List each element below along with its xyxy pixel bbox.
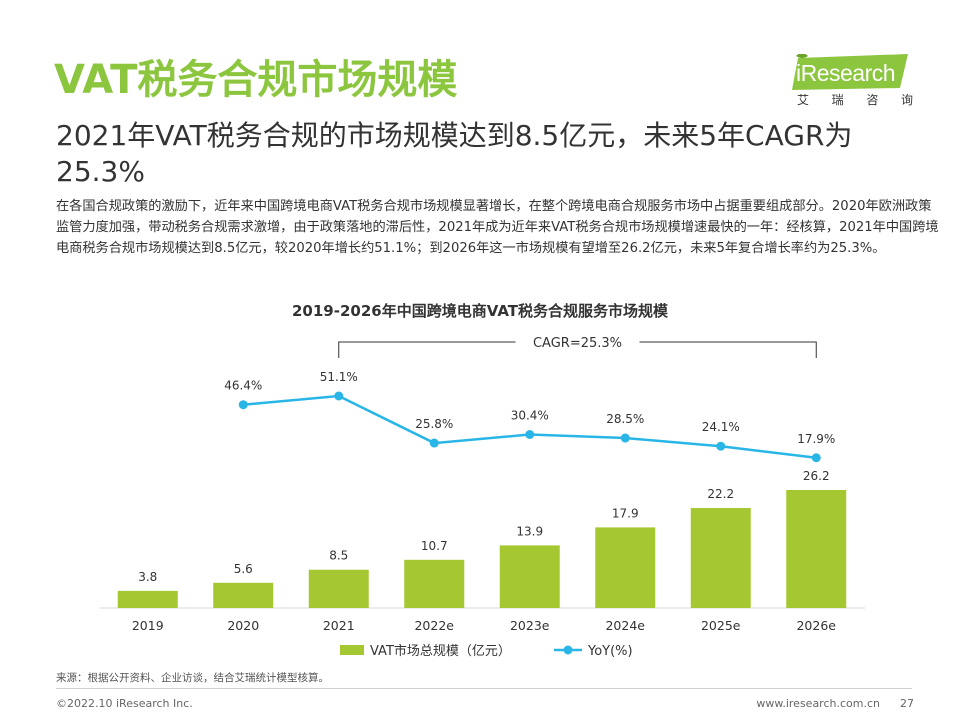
bar-data-label: 3.8 xyxy=(138,570,157,584)
yoy-data-label: 25.8% xyxy=(415,417,453,431)
legend-swatch-bar xyxy=(340,645,364,655)
x-tick-label: 2025e xyxy=(701,618,741,633)
legend-label-line: YoY(%) xyxy=(587,644,633,659)
bar-data-label: 13.9 xyxy=(516,524,543,538)
yoy-point xyxy=(716,441,726,451)
bar xyxy=(404,559,465,608)
x-tick-label: 2021 xyxy=(323,618,355,633)
yoy-point xyxy=(525,430,535,440)
yoy-data-label: 51.1% xyxy=(320,370,358,384)
bar xyxy=(595,527,656,608)
bar xyxy=(499,545,560,608)
bar-data-label: 8.5 xyxy=(329,549,348,563)
yoy-point xyxy=(238,400,248,410)
bar-data-label: 22.2 xyxy=(707,487,734,501)
page-subtitle: 2021年VAT税务合规的市场规模达到8.5亿元，未来5年CAGR为25.3% xyxy=(56,119,853,188)
bar xyxy=(213,582,274,608)
yoy-data-label: 28.5% xyxy=(606,412,644,426)
x-tick-label: 2022e xyxy=(414,618,454,633)
bar-data-label: 5.6 xyxy=(234,562,253,576)
x-tick-label: 2026e xyxy=(796,618,836,633)
bar-data-label: 26.2 xyxy=(803,469,830,483)
bar xyxy=(690,508,751,608)
footer-divider xyxy=(56,688,912,689)
bar-data-label: 17.9 xyxy=(612,506,639,520)
bar-data-label: 10.7 xyxy=(421,539,448,553)
yoy-point xyxy=(620,433,630,443)
yoy-data-label: 46.4% xyxy=(224,379,262,393)
website-link[interactable]: www.iresearch.com.cn xyxy=(756,697,880,710)
yoy-point xyxy=(811,453,821,463)
source-note: 来源：根据公开资料、企业访谈，结合艾瑞统计模型核算。 xyxy=(56,672,329,684)
legend-swatch-point xyxy=(563,645,573,655)
body-paragraph: 在各国合规政策的激励下，近年来中国跨境电商VAT税务合规市场规模显著增长，在整个… xyxy=(56,199,939,256)
logo-sub-char: 瑞 xyxy=(831,93,844,107)
page-title: VAT税务合规市场规模 xyxy=(54,57,458,103)
logo-sub-char: 咨 xyxy=(866,93,879,107)
yoy-point xyxy=(429,438,439,448)
x-tick-label: 2019 xyxy=(132,618,164,633)
iresearch-logo xyxy=(792,54,908,90)
yoy-data-label: 17.9% xyxy=(797,432,835,446)
yoy-point xyxy=(334,391,344,401)
logo-background xyxy=(792,54,908,90)
bar xyxy=(786,490,847,608)
logo-subtitle: 艾 瑞 咨 询 xyxy=(797,91,913,108)
bar xyxy=(308,569,369,608)
copyright: ©2022.10 iResearch Inc. xyxy=(56,697,193,710)
x-tick-label: 2024e xyxy=(605,618,645,633)
x-tick-label: 2023e xyxy=(510,618,550,633)
cagr-bracket-right xyxy=(639,341,817,358)
yoy-data-label: 24.1% xyxy=(702,420,740,434)
page-number: 27 xyxy=(900,697,914,710)
legend-label-bar: VAT市场总规模（亿元） xyxy=(370,643,511,659)
cagr-bracket-left xyxy=(338,341,516,358)
chart-title: 2019-2026年中国跨境电商VAT税务合规服务市场规模 xyxy=(292,302,668,320)
logo-brand: iResearch xyxy=(796,60,896,86)
logo-sub-char: 艾 xyxy=(797,93,810,107)
logo-leaf xyxy=(796,54,808,58)
x-tick-label: 2020 xyxy=(227,618,259,633)
yoy-data-label: 30.4% xyxy=(511,409,549,423)
logo-sub-char: 询 xyxy=(900,93,913,107)
cagr-label: CAGR=25.3% xyxy=(533,336,622,351)
bar xyxy=(117,590,178,608)
